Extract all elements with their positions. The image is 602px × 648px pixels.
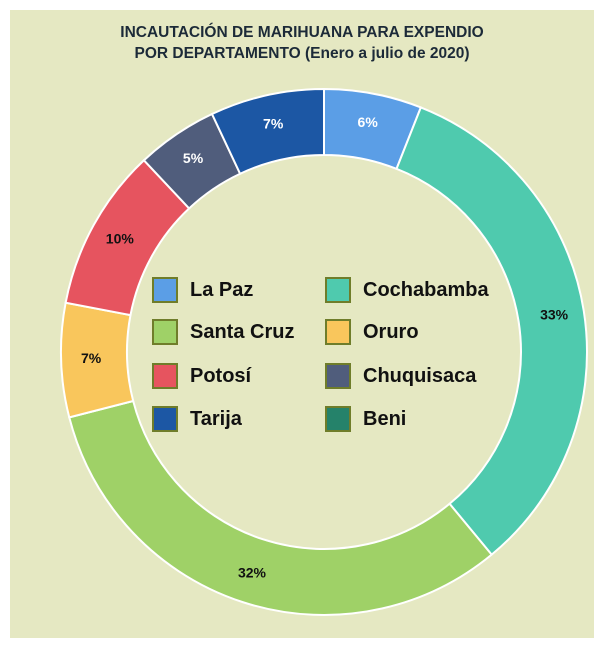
donut-chart: 6% 33% 32% 7% 10% 5% 7% <box>60 87 588 616</box>
legend-item-chuquisaca: Chuquisaca <box>325 362 476 390</box>
legend-item-cochabamba: Cochabamba <box>325 276 489 304</box>
legend-swatch <box>152 363 178 389</box>
legend-swatch <box>325 319 351 345</box>
legend-item-santa-cruz: Santa Cruz <box>152 318 294 346</box>
data-label-potosí: 10% <box>106 230 135 246</box>
legend-label: Potosí <box>190 364 252 387</box>
legend-swatch <box>325 363 351 389</box>
legend-label: Santa Cruz <box>190 320 295 343</box>
legend-swatch <box>152 319 178 345</box>
legend-label: La Paz <box>190 278 254 301</box>
legend-label: Beni <box>363 407 407 430</box>
legend-label: Chuquisaca <box>363 364 477 387</box>
legend-item-beni: Beni <box>325 405 406 433</box>
legend-item-oruro: Oruro <box>325 318 419 346</box>
chart-panel: INCAUTACIÓN DE MARIHUANA PARA EXPENDIO P… <box>10 10 594 638</box>
chart-title: INCAUTACIÓN DE MARIHUANA PARA EXPENDIO P… <box>10 22 594 64</box>
data-label-oruro: 7% <box>81 350 102 366</box>
legend-item-potosí: Potosí <box>152 362 251 390</box>
data-label-la-paz: 6% <box>358 114 379 130</box>
donut-slice-tarija <box>210 87 325 176</box>
data-label-cochabamba: 33% <box>540 306 569 322</box>
legend-label: Oruro <box>363 320 419 343</box>
legend-swatch <box>152 277 178 303</box>
legend-swatch <box>325 406 351 432</box>
legend-label: Cochabamba <box>363 278 489 301</box>
legend-item-la-paz: La Paz <box>152 276 253 304</box>
legend-swatch <box>152 406 178 432</box>
data-label-tarija: 7% <box>263 115 284 131</box>
legend-label: Tarija <box>190 407 242 430</box>
donut-slice-santa-cruz <box>68 399 494 616</box>
data-label-chuquisaca: 5% <box>183 150 204 166</box>
chart-title-line-2: POR DEPARTAMENTO (Enero a julio de 2020) <box>134 45 470 62</box>
legend-item-tarija: Tarija <box>152 405 242 433</box>
donut-slice-cochabamba <box>395 106 588 557</box>
legend-swatch <box>325 277 351 303</box>
chart-title-line-1: INCAUTACIÓN DE MARIHUANA PARA EXPENDIO <box>120 24 484 41</box>
data-label-santa-cruz: 32% <box>238 564 267 580</box>
